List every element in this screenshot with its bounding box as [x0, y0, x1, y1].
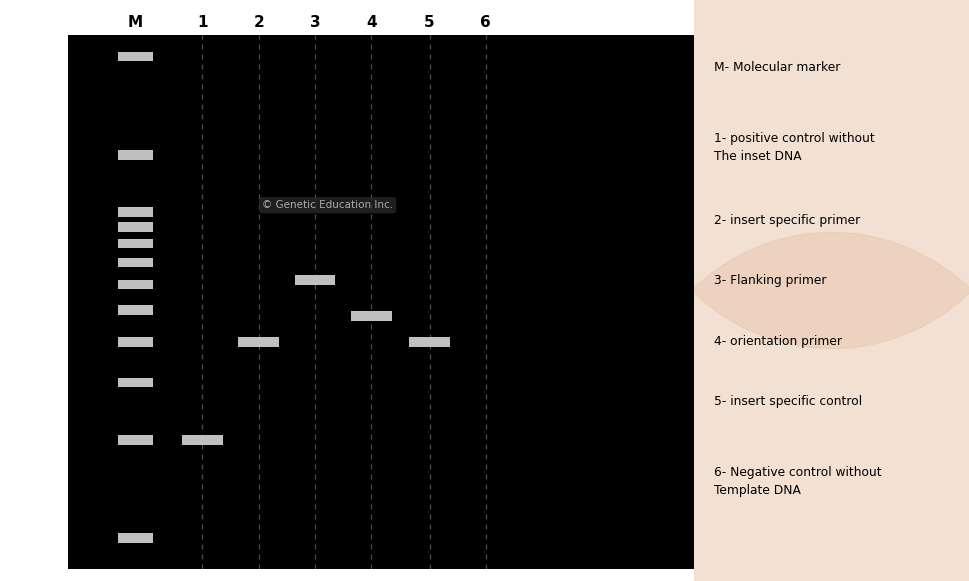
Text: 1- positive control without
The inset DNA: 1- positive control without The inset DN…: [713, 132, 873, 163]
Bar: [118, 306, 152, 315]
Bar: [118, 533, 152, 543]
Text: 4: 4: [365, 15, 376, 30]
Text: 3: 3: [309, 15, 320, 30]
Bar: [182, 435, 223, 444]
Bar: [118, 435, 152, 444]
Text: M- Molecular marker: M- Molecular marker: [713, 62, 839, 74]
Bar: [118, 150, 152, 160]
Bar: [238, 337, 279, 346]
Text: 4- orientation primer: 4- orientation primer: [713, 335, 841, 347]
Text: © Genetic Education Inc.: © Genetic Education Inc.: [262, 200, 392, 210]
Bar: [409, 337, 450, 346]
Bar: [118, 239, 152, 249]
Text: 6: 6: [480, 15, 490, 30]
Bar: [118, 222, 152, 232]
Text: 2- insert specific primer: 2- insert specific primer: [713, 214, 859, 227]
Text: 5- insert specific control: 5- insert specific control: [713, 394, 860, 408]
Text: 5: 5: [423, 15, 434, 30]
Bar: [118, 52, 152, 62]
Polygon shape: [624, 0, 969, 349]
Bar: [118, 378, 152, 387]
Bar: [118, 279, 152, 289]
Text: M: M: [128, 15, 142, 30]
Text: 3- Flanking primer: 3- Flanking primer: [713, 274, 826, 288]
Bar: [118, 337, 152, 346]
Text: 6- Negative control without
Template DNA: 6- Negative control without Template DNA: [713, 465, 880, 497]
Bar: [351, 311, 391, 321]
Polygon shape: [624, 232, 969, 581]
Text: 1: 1: [197, 15, 207, 30]
Bar: [118, 258, 152, 267]
Bar: [118, 207, 152, 217]
Bar: [295, 275, 335, 285]
Text: 2: 2: [253, 15, 264, 30]
